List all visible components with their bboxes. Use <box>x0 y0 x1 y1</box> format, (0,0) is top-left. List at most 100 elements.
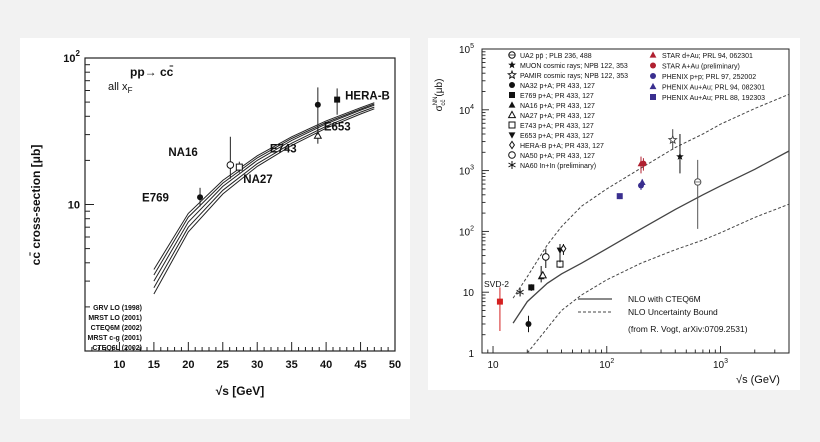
right-y-tick-base-1000: 10 <box>459 167 471 178</box>
right-y-tick-base-10000: 10 <box>459 106 471 117</box>
left-label-na16: NA16 <box>168 147 197 159</box>
right-point-17-open-circle-cross <box>693 178 702 186</box>
left-chart-subtitle: all xF <box>108 81 133 95</box>
right-point-15-open-star <box>667 134 678 145</box>
right-legend-left-label-5: NA16 p+A; PR 433, 127 <box>520 103 595 110</box>
left-point-e653 <box>314 101 321 108</box>
left-x-tick-label-20: 20 <box>182 359 194 371</box>
left-x-tick-label-35: 35 <box>286 359 298 371</box>
right-y-tick-label-1: 1 <box>468 349 474 360</box>
left-curve-grv-lo-1998 <box>153 102 375 270</box>
left-x-ticks: 10 15 20 25 30 35 40 45 50 <box>84 342 401 371</box>
right-theory-curves <box>512 93 790 354</box>
left-x-tick-label-15: 15 <box>148 359 160 371</box>
right-y-tick-exp-1000: 3 <box>470 165 474 172</box>
right-y-tick-base-10: 10 <box>463 288 475 299</box>
y-label-sup: NN <box>433 97 439 106</box>
right-legend-right-label-0: STAR d+Au; PRL 94, 062301 <box>662 53 753 60</box>
right-legend-right-label-1: STAR A+Au (preliminary) <box>662 64 740 71</box>
right-x-tick-base-10: 10 <box>487 360 499 371</box>
right-legend-left: UA2 pp̄ ; PLB 236, 488 MUON cosmic rays; … <box>507 51 628 170</box>
legend-cteq6l: CTEQ6L (2002) <box>92 345 142 352</box>
right-point-9-open-diamond <box>560 244 567 254</box>
right-legend-right-marker-2 <box>650 73 656 79</box>
right-legend-left-marker-8 <box>508 132 516 139</box>
left-x-axis-label: √s [GeV] <box>216 384 265 398</box>
right-x-axis-label: √s (GeV) <box>736 374 780 386</box>
right-point-14-filled-circle <box>640 160 647 167</box>
left-point-hera-b <box>334 96 341 103</box>
left-point-e743 <box>313 131 323 139</box>
right-y-tick-base-100: 10 <box>459 227 471 238</box>
right-legend-left-label-3: NA32 p+A; PR 433, 127 <box>520 83 595 90</box>
legend-mrst-cg: MRST c-g (2001) <box>88 335 142 342</box>
right-legend-left-marker-6 <box>507 110 517 119</box>
right-point-3-filled-square <box>528 284 535 291</box>
right-legend-left-label-6: NA27 p+A; PR 433, 127 <box>520 113 595 120</box>
right-x-tick-label-1000: 103 <box>713 358 728 371</box>
left-x-tick-label-45: 45 <box>354 359 366 371</box>
left-x-tick-label-25: 25 <box>217 359 229 371</box>
right-y-tick-exp-100: 2 <box>470 225 474 232</box>
credit-note: (from R. Vogt, arXiv:0709.2531) <box>628 324 748 334</box>
right-x-tick-label-10: 10 <box>487 360 499 371</box>
right-plot-frame <box>481 48 790 354</box>
left-x-tick-label-30: 30 <box>251 359 263 371</box>
right-y-tick-base-100000: 10 <box>459 45 471 56</box>
left-label-e743: E743 <box>270 144 297 156</box>
left-theory-curves <box>153 102 375 295</box>
right-legend-right-label-2: PHENIX p+p; PRL 97, 252002 <box>662 74 756 81</box>
right-legend-left-marker-10 <box>508 151 516 159</box>
right-curve-nlo-uncertainty-bound-2 <box>512 93 790 299</box>
right-legend-left-marker-4 <box>509 92 515 98</box>
y-label-unit: (μb) <box>434 79 445 97</box>
left-label-e653: E653 <box>324 122 351 134</box>
right-panel-background <box>428 38 800 390</box>
left-subtitle-text: all x <box>108 81 128 93</box>
right-point-0-filled-square <box>496 298 503 305</box>
right-point-5-open-triangle <box>538 270 548 279</box>
right-y-tick-label-100: 102 <box>459 225 474 238</box>
right-legend-left-label-0: UA2 pp̄ ; PLB 236, 488 <box>520 53 592 60</box>
left-label-e769: E769 <box>142 192 169 204</box>
left-point-na27 <box>235 163 243 171</box>
right-legend-left-marker-0 <box>508 51 516 59</box>
right-legend-left-marker-3 <box>509 82 515 88</box>
left-chart-title: pp→ cc̄ <box>130 65 174 79</box>
left-y-tick-label-10: 10 <box>68 200 80 212</box>
right-legend-left-marker-11-spoke-2 <box>508 162 516 168</box>
left-experiment-labels: E769 NA16 NA27 E743 E653 HERA-B <box>142 91 390 205</box>
line-legend-solid-label: NLO with CTEQ6M <box>628 294 701 304</box>
left-y-tick-label-100: 102 <box>63 49 80 65</box>
left-x-tick-label-10: 10 <box>113 359 125 371</box>
right-legend-right-marker-3 <box>649 82 657 90</box>
right-line-legend: NLO with CTEQ6M NLO Uncertainty Bound (f… <box>578 294 748 334</box>
left-subtitle-sub: F <box>128 86 133 95</box>
left-curve-legend: GRV LO (1998) MRST LO (2001) CTEQ6M (200… <box>88 305 142 352</box>
right-point-16-filled-star <box>676 152 684 160</box>
right-legend-right-marker-4 <box>650 94 656 100</box>
legend-mrst-lo: MRST LO (2001) <box>88 315 142 322</box>
right-legend-right-label-4: PHENIX Au+Au; PRL 88, 192303 <box>662 95 765 102</box>
left-curve-mrst-c-g-2001 <box>153 106 375 289</box>
right-x-ticks: 10 102 103 <box>481 346 790 371</box>
right-curve-nlo-with-cteq6m-0 <box>512 150 790 324</box>
right-y-tick-label-10000: 104 <box>459 104 474 117</box>
right-legend-left-label-2: PAMIR cosmic rays; NPB 122, 353 <box>520 73 628 80</box>
y-label-sigma: σ <box>434 104 445 111</box>
left-y-tick-base-10: 10 <box>68 200 80 212</box>
left-point-na16 <box>226 161 235 169</box>
right-data-points <box>496 129 702 333</box>
right-y-tick-label-10: 10 <box>463 288 475 299</box>
right-x-tick-label-100: 102 <box>599 358 614 371</box>
right-legend-left-marker-11 <box>508 161 516 169</box>
right-legend-right: STAR d+Au; PRL 94, 062301 STAR A+Au (prel… <box>649 51 765 102</box>
right-curve-nlo-uncertainty-bound-1 <box>526 203 790 354</box>
legend-cteq6m: CTEQ6M (2002) <box>91 325 142 332</box>
right-y-tick-exp-10000: 4 <box>470 104 474 111</box>
right-legend-right-marker-0 <box>649 51 657 58</box>
right-y-tick-label-100000: 105 <box>459 43 474 56</box>
